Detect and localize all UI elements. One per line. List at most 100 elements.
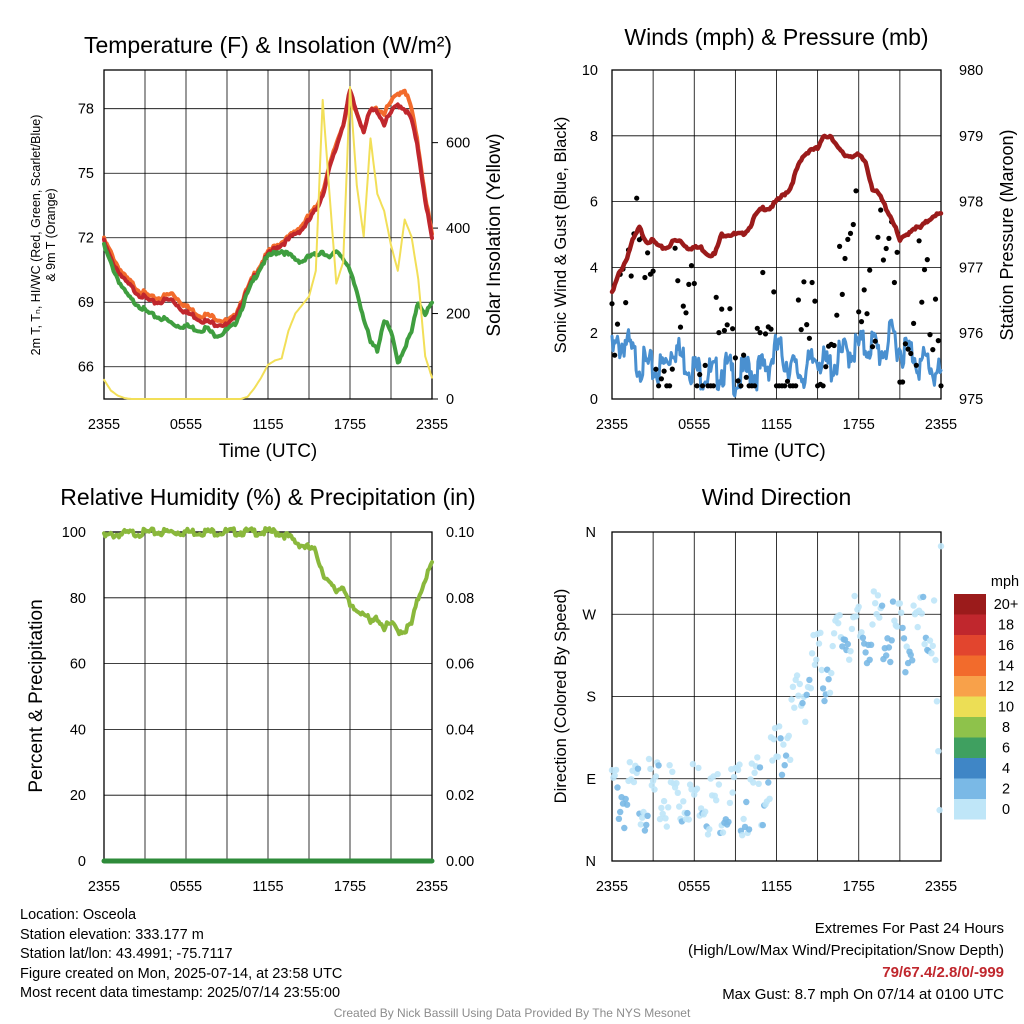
direction-point [787, 756, 794, 763]
gust-point [735, 378, 741, 384]
direction-point [920, 593, 927, 601]
gust-point [702, 362, 708, 368]
direction-point [796, 680, 803, 688]
gust-point [905, 346, 911, 352]
direction-point [743, 798, 750, 806]
direction-point [665, 804, 672, 811]
temp-series-3 [103, 86, 433, 400]
direction-point [878, 602, 886, 609]
gust-point [784, 378, 791, 384]
direction-point [811, 661, 819, 668]
direction-point [851, 592, 858, 600]
direction-point [713, 797, 720, 804]
direction-point [909, 657, 916, 664]
gust-point [801, 279, 807, 285]
gust-point [713, 294, 719, 300]
direction-point [614, 784, 621, 791]
direction-point [647, 765, 654, 773]
gust-point [628, 273, 634, 279]
gust-point [883, 245, 889, 252]
rh-chart-y2tick: 0.08 [446, 591, 474, 607]
gust-point [850, 221, 856, 228]
gust-point [831, 342, 837, 349]
direction-point [750, 779, 757, 786]
direction-point [637, 821, 644, 828]
gust-point [677, 324, 684, 330]
direction-point [739, 832, 746, 839]
rh-chart-y2tick: 0.02 [446, 788, 474, 804]
direction-point [641, 827, 649, 834]
gust-point [738, 383, 744, 389]
gust-point [732, 355, 739, 361]
rh-chart-y2tick: 0.06 [446, 657, 474, 673]
direction-point [680, 798, 687, 805]
direction-point [662, 815, 669, 822]
direction-point [902, 669, 909, 676]
gust-point [927, 332, 933, 338]
direction-point [858, 629, 865, 636]
gust-point [902, 341, 909, 347]
max-gust: Max Gust: 8.7 mph On 07/14 at 0100 UTC [722, 986, 1004, 1003]
direction-point [765, 779, 772, 786]
extremes-box: Extremes For Past 24 Hours (High/Low/Max… [688, 918, 1004, 1006]
temp-chart-y2tick: 200 [446, 307, 470, 323]
temp-chart-ylabel: & 9m T (Orange) [44, 188, 58, 281]
legend-label: 14 [998, 659, 1014, 675]
direction-point [651, 786, 658, 793]
direction-point [660, 797, 668, 805]
gust-point [667, 383, 673, 389]
direction-point [704, 831, 712, 838]
direction-point [612, 766, 620, 774]
direction-point [774, 753, 782, 760]
direction-point [729, 789, 736, 796]
legend-swatch [954, 717, 986, 738]
gust-point [724, 322, 730, 328]
direction-point [695, 764, 702, 772]
gust-point [727, 306, 733, 312]
gust-point [847, 230, 854, 236]
direction-point [937, 543, 945, 550]
direction-point [847, 648, 854, 655]
gust-point [760, 269, 766, 276]
gust-point [661, 368, 667, 374]
gust-point [782, 383, 788, 389]
direction-point [910, 602, 917, 609]
direction-point [928, 650, 935, 657]
legend-label: 18 [998, 618, 1014, 634]
extremes-subtitle: (High/Low/Max Wind/Precipitation/Snow De… [688, 942, 1004, 959]
extremes-title: Extremes For Past 24 Hours [814, 920, 1004, 937]
direction-point [789, 683, 797, 690]
direction-point [828, 669, 835, 677]
direction-point [736, 761, 743, 768]
extremes-values: 79/67.4/2.8/0/-999 [882, 964, 1004, 981]
direction-point [693, 785, 701, 792]
temp-chart-y2label: Solar Insolation (Yellow) [484, 133, 505, 336]
gust-point [869, 344, 876, 350]
direction-point [623, 801, 631, 808]
pressure-line [609, 133, 944, 295]
direction-point [766, 795, 773, 802]
direction-point [778, 771, 786, 778]
gust-point [861, 287, 867, 293]
direction-point [898, 609, 905, 616]
wind-chart-ytick: 10 [582, 63, 598, 79]
direction-point [617, 808, 624, 816]
gust-point [710, 383, 717, 389]
direction-point [656, 815, 664, 823]
gust-point [721, 327, 728, 334]
legend-swatch [954, 799, 986, 820]
temp-chart-ylabel: 2m T, Tₙ, HI/WC (Red, Green, Scarlet/Blu… [29, 115, 43, 356]
gust-point [795, 297, 802, 303]
direction-point [715, 781, 723, 788]
direction-point [644, 812, 651, 819]
direction-point [611, 772, 618, 779]
direction-point [821, 697, 828, 705]
direction-point [674, 789, 681, 796]
wind-chart-y2tick: 976 [959, 326, 983, 342]
rh-chart-y2tick: 0.10 [446, 525, 474, 541]
rh-chart-xtick: 1155 [252, 879, 283, 895]
direction-point [889, 598, 897, 605]
direction-point [793, 672, 801, 679]
rh-chart-y2tick: 0.04 [446, 722, 474, 738]
wind-chart-ytick: 4 [590, 260, 598, 276]
